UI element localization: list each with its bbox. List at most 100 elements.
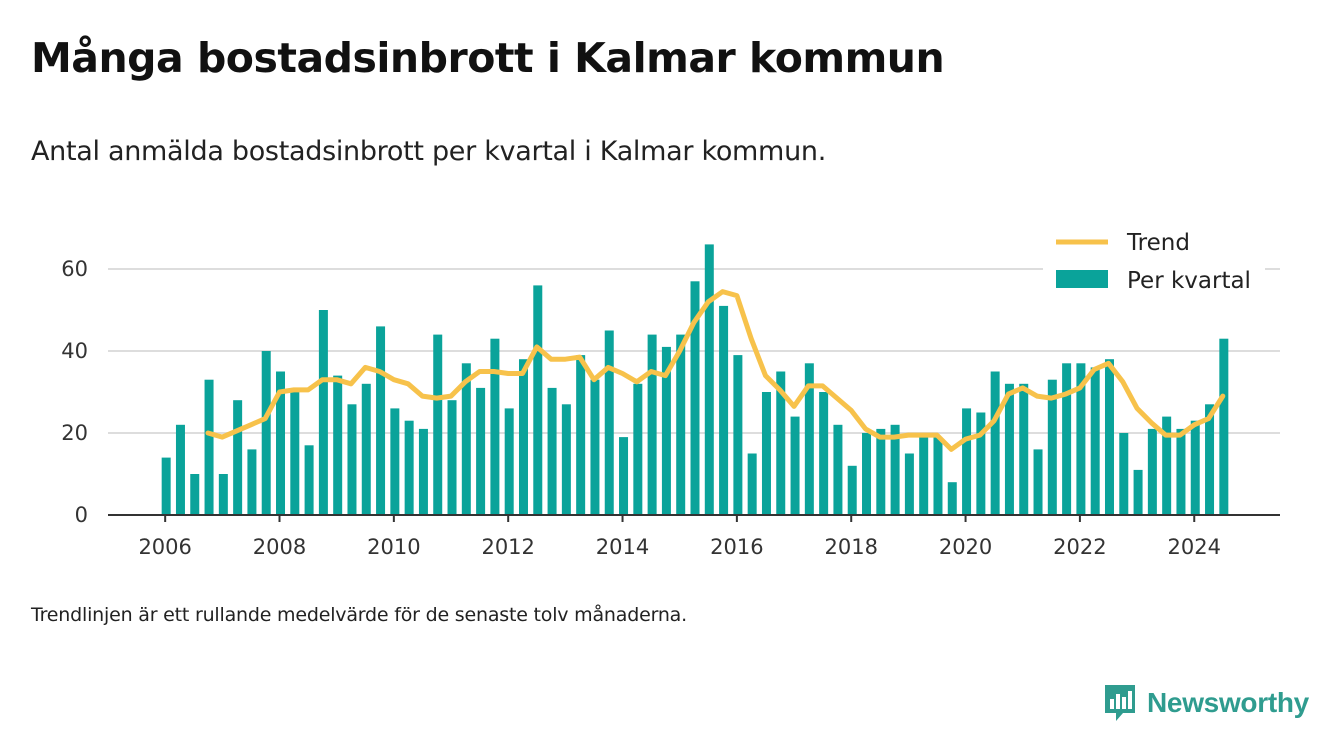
- bar: [418, 428, 428, 515]
- legend-swatch-per-kvartal: [1056, 270, 1108, 288]
- bar: [804, 363, 814, 515]
- bar: [747, 453, 757, 515]
- legend-background: [1043, 222, 1265, 304]
- bar: [518, 359, 528, 515]
- newsworthy-logo-icon: [1105, 685, 1135, 721]
- bar-series: [161, 244, 1229, 515]
- bar: [347, 404, 357, 515]
- bar: [990, 371, 1000, 515]
- bar: [561, 404, 571, 515]
- y-tick-label: 60: [61, 257, 88, 281]
- bar: [933, 437, 943, 515]
- bar: [1133, 469, 1143, 515]
- bar: [533, 285, 543, 515]
- bar: [276, 371, 286, 515]
- bar: [776, 371, 786, 515]
- bar: [318, 310, 328, 515]
- bar: [1147, 428, 1157, 515]
- bar: [962, 408, 972, 515]
- bar: [833, 424, 843, 515]
- legend-label-trend: Trend: [1126, 230, 1190, 256]
- bar: [218, 474, 228, 515]
- bar: [647, 334, 657, 515]
- x-tick-label: 2010: [367, 535, 420, 559]
- legend: Trend Per kvartal: [1043, 222, 1265, 304]
- chart-title: Många bostadsinbrott i Kalmar kommun: [31, 34, 945, 82]
- bar: [290, 392, 300, 515]
- bar: [661, 346, 671, 515]
- brand-logo: Newsworthy: [1103, 683, 1309, 723]
- axes: 0 20 40 60 2006 2008 2010 2012 2014 2016 2018 2020 2…: [61, 257, 1280, 559]
- bar: [204, 379, 214, 515]
- bar: [904, 453, 914, 515]
- x-tick-label: 2018: [824, 535, 877, 559]
- bar: [1190, 420, 1200, 515]
- bar: [604, 330, 614, 515]
- bar: [847, 465, 857, 515]
- bar: [761, 392, 771, 515]
- bar: [333, 375, 343, 515]
- bar: [619, 437, 629, 515]
- bar: [976, 412, 986, 515]
- bar: [1004, 383, 1014, 515]
- chart-subtitle: Antal anmälda bostadsinbrott per kvartal…: [31, 136, 826, 167]
- bar: [504, 408, 514, 515]
- bar: [233, 400, 243, 515]
- bar: [404, 420, 414, 515]
- bar: [1090, 367, 1100, 515]
- x-tick-label: 2024: [1168, 535, 1221, 559]
- bar: [704, 244, 714, 515]
- y-tick-label: 40: [61, 339, 88, 363]
- x-tick-label: 2012: [481, 535, 534, 559]
- trend-line: [205, 289, 1226, 452]
- bar: [161, 457, 171, 515]
- bar: [890, 424, 900, 515]
- bar: [175, 424, 185, 515]
- x-tick-label: 2014: [596, 535, 649, 559]
- chart-area: 0 20 40 60 2006 2008 2010 2012 2014 2016 2018 2020 2…: [61, 222, 1280, 559]
- brand-name: Newsworthy: [1147, 687, 1309, 718]
- x-tick-label: 2022: [1053, 535, 1106, 559]
- bar: [819, 392, 829, 515]
- bar: [1176, 428, 1186, 515]
- bar: [690, 281, 700, 515]
- bar: [719, 305, 729, 515]
- bar: [676, 334, 686, 515]
- bar: [576, 355, 586, 515]
- y-tick-label: 0: [75, 503, 88, 527]
- x-tick-label: 2006: [138, 535, 191, 559]
- bar: [590, 379, 600, 515]
- bar: [433, 334, 443, 515]
- bar: [733, 355, 743, 515]
- bar: [633, 383, 643, 515]
- bar: [1104, 359, 1114, 515]
- x-tick-label: 2020: [939, 535, 992, 559]
- bar: [919, 433, 929, 515]
- bar: [490, 338, 500, 515]
- bar: [876, 428, 886, 515]
- bar: [1062, 363, 1072, 515]
- bar: [361, 383, 371, 515]
- bar: [1162, 416, 1172, 515]
- bar: [1076, 363, 1086, 515]
- bar: [1119, 433, 1129, 515]
- x-tick-label: 2008: [253, 535, 306, 559]
- bar: [790, 416, 800, 515]
- bar: [461, 363, 471, 515]
- bar: [390, 408, 400, 515]
- y-tick-label: 20: [61, 421, 88, 445]
- bar: [261, 351, 271, 515]
- bar: [190, 474, 200, 515]
- bar: [1033, 449, 1043, 515]
- bar: [862, 433, 872, 515]
- bar: [1047, 379, 1057, 515]
- bar: [476, 387, 486, 515]
- x-tick-label: 2016: [710, 535, 763, 559]
- legend-label-per-kvartal: Per kvartal: [1127, 268, 1251, 294]
- trend-series: [205, 289, 1226, 452]
- bar: [1205, 404, 1215, 515]
- bar: [304, 445, 314, 515]
- bar: [1019, 383, 1029, 515]
- bar: [247, 449, 257, 515]
- bar: [376, 326, 386, 515]
